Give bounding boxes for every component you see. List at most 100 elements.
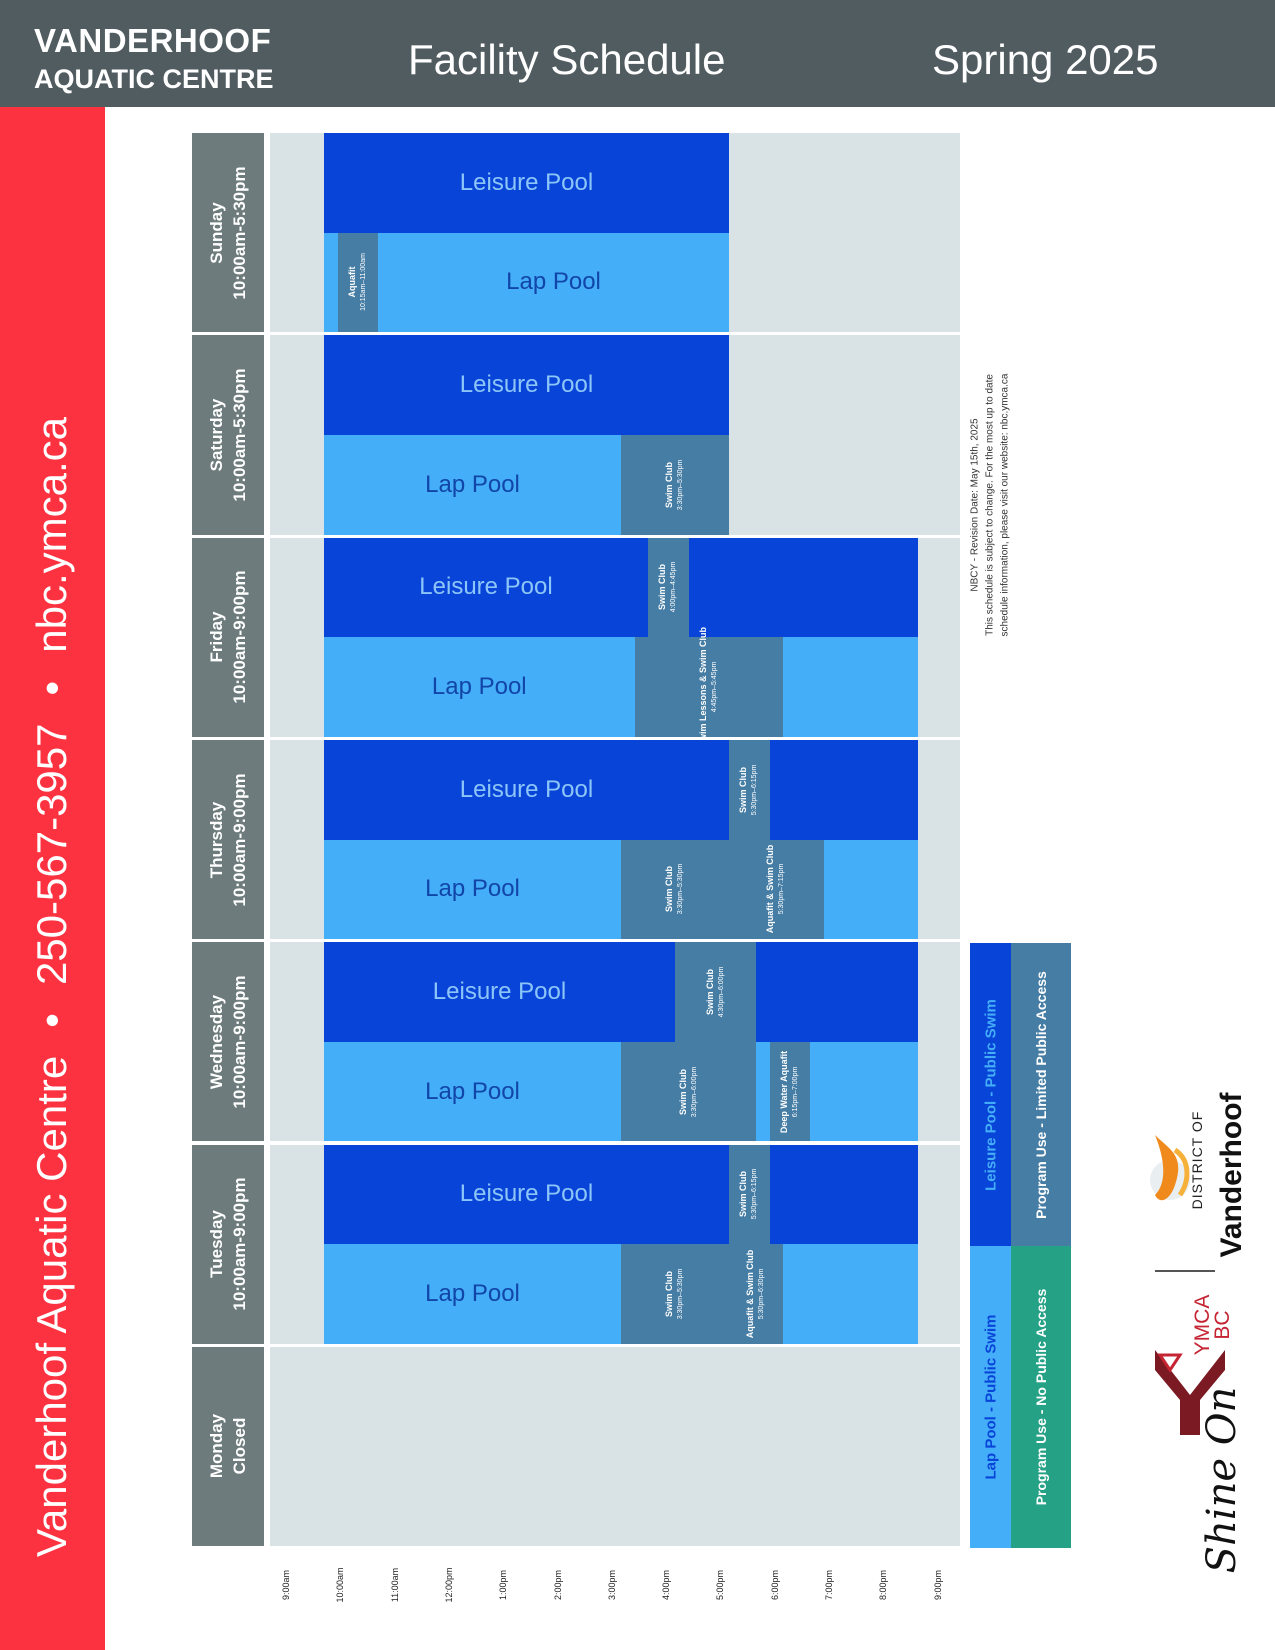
time-tick-label: 4:00pm [661, 1569, 672, 1601]
program-name: Swim Club [657, 564, 668, 611]
lap-pool-block: Lap Pool [324, 637, 635, 737]
leisure-pool-label: Leisure Pool [432, 978, 567, 1005]
leisure-pool-label: Leisure Pool [459, 371, 594, 399]
time-tick-label: 2:00pm [552, 1569, 563, 1601]
ymca-bc-label: BC [1211, 1310, 1234, 1340]
time-tick-label: 9:00am [281, 1569, 291, 1601]
day-name: Saturday [207, 398, 226, 472]
district-bird-logo-icon [1150, 1135, 1190, 1201]
program-time: 5:30pm–7:15pm [778, 864, 786, 915]
legend-leisure-public: Leisure Pool - Public Swim [970, 943, 1011, 1246]
season-label: Spring 2025 [932, 36, 1159, 83]
district-name: Vanderhoof [1215, 1092, 1248, 1258]
program-block: Swim Club 3:30pm–5:30pm [621, 1244, 729, 1344]
program-block: Aquafit & Swim Club 5:30pm–6:30pm [729, 1244, 783, 1344]
legend-leisure-label: Leisure Pool - Public Swim [982, 998, 999, 1191]
day-header-sunday: Sunday 10:00am-5:30pm [192, 133, 264, 333]
lap-pool-label: Lap Pool [425, 1077, 520, 1105]
program-time: 6:15pm–7:00pm [791, 1066, 799, 1117]
program-time: 3:30pm–6:00pm [690, 1066, 698, 1117]
time-tick-label: 6:00pm [769, 1569, 780, 1601]
day-name: Wednesday [207, 994, 226, 1089]
program-name: Swim Club [738, 1171, 749, 1218]
lap-pool-block [324, 232, 338, 333]
lap-pool-block [810, 1041, 918, 1142]
program-block: Deep Water Aquafit 6:15pm–7:00pm [769, 1041, 810, 1142]
program-time: 3:30pm–5:30pm [677, 864, 684, 915]
contact-sidebar: Vanderhoof Aquatic Centre • 250-567-3957 • n… [0, 107, 105, 1650]
legend-program-none: Program Use - No Public Access [1011, 1246, 1071, 1548]
lap-pool-block: Lap Pool [324, 1244, 621, 1344]
program-block: Swim Club 4:30pm–6:00pm [675, 942, 756, 1042]
separator-dot: • [28, 680, 75, 696]
day-name: Friday [207, 611, 226, 663]
day-header-monday: Monday Closed [192, 1346, 264, 1547]
day-hours: 10:00am-5:30pm [230, 368, 249, 502]
program-block: Swim Club 5:30pm–6:15pm [729, 739, 770, 840]
website-link[interactable]: nbc.ymca.ca [28, 417, 75, 653]
revision-date: NBCY - Revision Date: May 15th, 2025 [969, 418, 981, 592]
lap-pool-block: Lap Pool [324, 839, 621, 940]
ymca-y-logo-icon [1155, 1350, 1225, 1435]
leisure-pool-block [688, 537, 918, 638]
leisure-pool-block: Leisure Pool [324, 133, 729, 233]
time-tick-label: 11:00am [389, 1567, 400, 1603]
lap-pool-block: Lap Pool [378, 232, 729, 333]
separator-dot: • [28, 1013, 75, 1028]
program-block: Swim Club 4:00pm–4:45pm [648, 537, 689, 638]
program-name: Swim Lessons & Swim Club [697, 627, 708, 748]
day-name: Thursday [207, 801, 226, 878]
lap-pool-label: Lap Pool [431, 673, 527, 701]
day-track-monday [270, 1346, 960, 1547]
program-time: 10:15am–11:00am [359, 253, 367, 312]
brand-line-1: VANDERHOOF [34, 22, 272, 59]
day-header-tuesday: Tuesday 10:00am-9:00pm [192, 1144, 264, 1344]
day-header-friday: Friday 10:00am-9:00pm [192, 537, 264, 737]
lap-pool-label: Lap Pool [425, 875, 520, 903]
centre-name: Vanderhoof Aquatic Centre [28, 1055, 75, 1557]
leisure-pool-block: Leisure Pool [324, 942, 675, 1042]
lap-pool-block [756, 1041, 770, 1142]
leisure-pool-block [769, 739, 918, 840]
ymca-wordmark: YMCA BC [1191, 1294, 1234, 1356]
legend-program-limited-label: Program Use - Limited Public Access [1033, 970, 1049, 1219]
time-tick-label: 10:00am [335, 1567, 346, 1603]
page-title: Facility Schedule [408, 36, 726, 83]
header: VANDERHOOF AQUATIC CENTRE Facility Sched… [0, 0, 1275, 107]
program-time: 4:45pm–5:45pm [710, 661, 718, 713]
lap-pool-block [823, 839, 918, 940]
lap-pool-block [783, 1244, 918, 1344]
lap-pool-block: Lap Pool [324, 1041, 621, 1142]
program-time: 3:30pm–5:30pm [677, 459, 684, 511]
time-tick-label: 3:00pm [606, 1569, 617, 1601]
leisure-pool-block: Leisure Pool [324, 739, 729, 840]
day-name: Tuesday [207, 1210, 226, 1278]
contact-info: Vanderhoof Aquatic Centre • 250-567-3957 • n… [28, 417, 76, 1557]
time-tick-label: 8:00pm [878, 1569, 889, 1601]
program-time: 3:30pm–5:30pm [677, 1268, 684, 1320]
day-name: Sunday [207, 201, 226, 264]
day-hours: Closed [230, 1418, 249, 1475]
leisure-pool-block [756, 942, 918, 1042]
day-header-wednesday: Wednesday 10:00am-9:00pm [192, 942, 264, 1142]
ymca-label: YMCA [1191, 1294, 1214, 1356]
program-time: 4:00pm–4:45pm [670, 562, 678, 613]
program-name: Swim Club [664, 1270, 674, 1317]
day-header-saturday: Saturday 10:00am-5:30pm [192, 335, 264, 535]
time-tick-label: 5:00pm [715, 1569, 726, 1601]
logo-divider [1155, 1270, 1215, 1272]
program-time: 5:30pm–6:15pm [751, 764, 759, 815]
note-line-1: This schedule is subject to change. For … [984, 374, 996, 636]
time-tick-label: 7:00pm [824, 1569, 834, 1601]
program-time: 5:30pm–6:30pm [758, 1268, 765, 1320]
day-hours: 10:00am-9:00pm [230, 772, 249, 907]
schedule-grid: Sunday 10:00am-5:30pm Leisure Pool Aquafit 1… [192, 133, 960, 1550]
leisure-pool-label: Leisure Pool [459, 168, 594, 196]
district-of-label: DISTRICT OF [1189, 1110, 1205, 1210]
program-name: Deep Water Aquafit [778, 1050, 789, 1133]
time-tick-label: 9:00pm [932, 1569, 943, 1601]
legend-program-limited: Program Use - Limited Public Access [1011, 943, 1071, 1246]
lap-pool-block: Lap Pool [324, 434, 621, 535]
phone-number[interactable]: 250-567-3957 [28, 723, 75, 986]
program-name: Aquafit & Swim Club [745, 1249, 755, 1339]
